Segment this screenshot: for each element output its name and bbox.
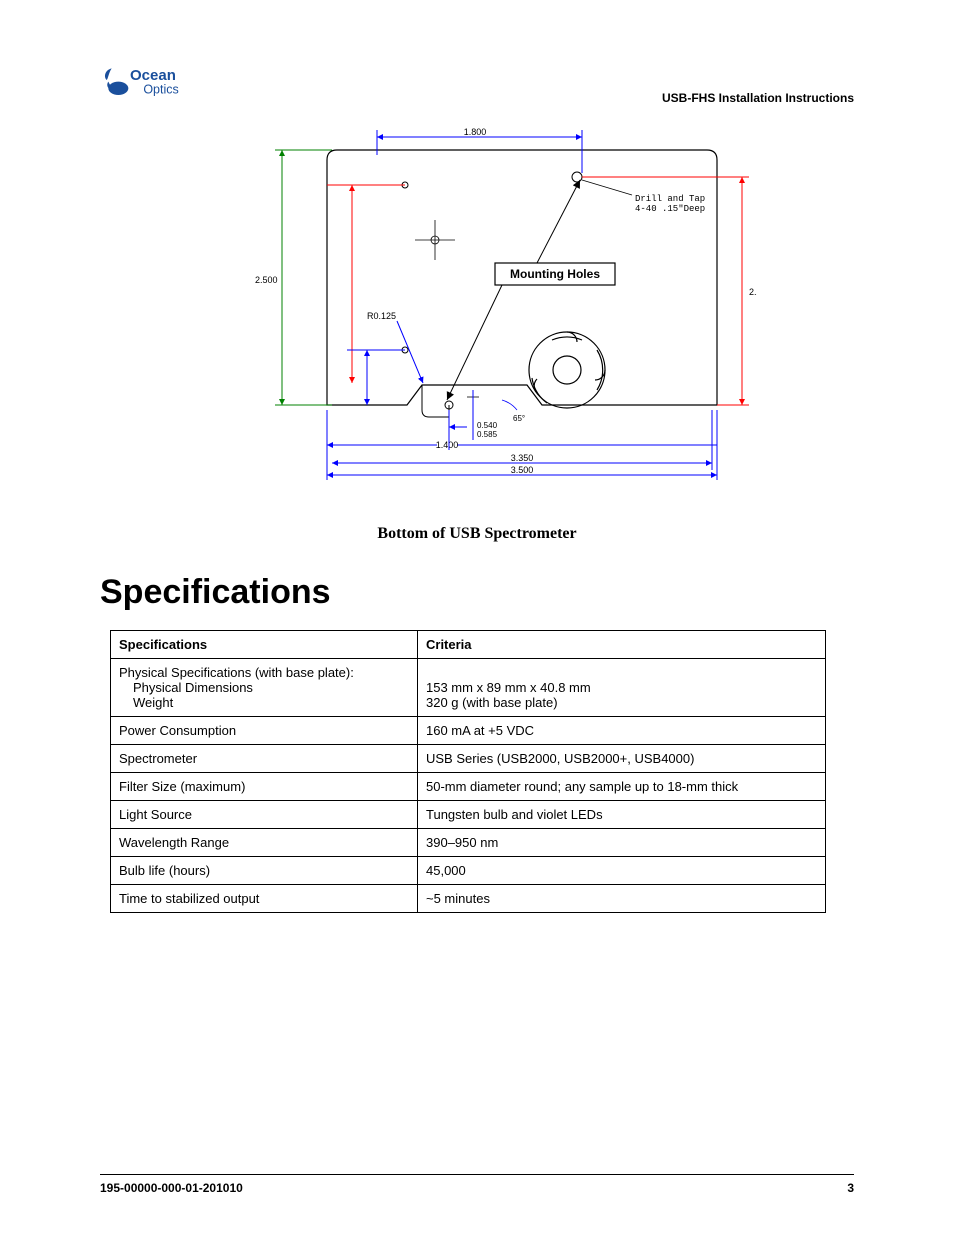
dim-left — [275, 150, 332, 405]
mounting-holes-label: Mounting Holes — [447, 180, 632, 400]
dim-b1-label: 1.400 — [436, 440, 459, 450]
svg-text:0.585: 0.585 — [477, 430, 498, 439]
dim-radius — [397, 321, 423, 383]
cell-text: 160 mA at +5 VDC — [418, 717, 826, 745]
table-row: Wavelength Range 390–950 nm — [111, 829, 826, 857]
svg-text:65°: 65° — [513, 414, 525, 423]
cell-text: Spectrometer — [111, 745, 418, 773]
cell-text: 50-mm diameter round; any sample up to 1… — [418, 773, 826, 801]
svg-text:Mounting Holes: Mounting Holes — [510, 267, 600, 281]
table-row: Bulb life (hours) 45,000 — [111, 857, 826, 885]
cell-text: Physical Specifications (with base plate… — [119, 665, 354, 680]
page-header: Ocean Optics USB-FHS Installation Instru… — [100, 60, 854, 105]
table-row: Power Consumption 160 mA at +5 VDC — [111, 717, 826, 745]
cell-text: Time to stabilized output — [111, 885, 418, 913]
document-title: USB-FHS Installation Instructions — [662, 91, 854, 105]
cell-text: Physical Dimensions — [119, 680, 409, 695]
table-header-row: Specifications Criteria — [111, 631, 826, 659]
cell-text: 390–950 nm — [418, 829, 826, 857]
table-row: Spectrometer USB Series (USB2000, USB200… — [111, 745, 826, 773]
dim-left-label: 2.500 — [255, 275, 278, 285]
cell-text: ~5 minutes — [418, 885, 826, 913]
fixture-icon — [529, 332, 605, 408]
page-footer: 195-00000-000-01-201010 3 — [100, 1174, 854, 1195]
table-row: Time to stabilized output ~5 minutes — [111, 885, 826, 913]
cell-text: Power Consumption — [111, 717, 418, 745]
dim-radius-label: R0.125 — [367, 311, 396, 321]
svg-text:0.540: 0.540 — [477, 421, 498, 430]
cell-text: 45,000 — [418, 857, 826, 885]
cell-text: Wavelength Range — [111, 829, 418, 857]
cell-text: 153 mm x 89 mm x 40.8 mm — [426, 680, 591, 695]
cell-text: Tungsten bulb and violet LEDs — [418, 801, 826, 829]
diagram-caption: Bottom of USB Spectrometer — [100, 525, 854, 543]
table-header-spec: Specifications — [111, 631, 418, 659]
footer-pagenum: 3 — [847, 1181, 854, 1195]
table-row: Light Source Tungsten bulb and violet LE… — [111, 801, 826, 829]
table-header-crit: Criteria — [418, 631, 826, 659]
svg-text:3.500: 3.500 — [511, 465, 534, 475]
table-row: Filter Size (maximum) 50-mm diameter rou… — [111, 773, 826, 801]
note-line2: 4-40 .15"Deep — [635, 204, 705, 214]
diagram-container: 1.800 2.500 2.280 — [100, 125, 854, 515]
cell-text: Bulb life (hours) — [111, 857, 418, 885]
page: Ocean Optics USB-FHS Installation Instru… — [0, 0, 954, 1235]
cell-text: USB Series (USB2000, USB2000+, USB4000) — [418, 745, 826, 773]
cell-text: Filter Size (maximum) — [111, 773, 418, 801]
cell-text: 320 g (with base plate) — [426, 695, 558, 710]
engineering-diagram: 1.800 2.500 2.280 — [197, 125, 757, 515]
table-row: Physical Specifications (with base plate… — [111, 659, 826, 717]
cell-text: Weight — [119, 695, 409, 710]
logo-text-bottom: Optics — [143, 82, 178, 96]
cell-text: Light Source — [111, 801, 418, 829]
dim-top-label: 1.800 — [464, 127, 487, 137]
hole-icon — [572, 172, 582, 182]
specifications-heading: Specifications — [100, 573, 854, 612]
footer-docnum: 195-00000-000-01-201010 — [100, 1181, 243, 1195]
svg-text:3.350: 3.350 — [511, 453, 534, 463]
note-line1: Drill and Tap — [635, 194, 705, 204]
ocean-optics-logo: Ocean Optics — [100, 60, 200, 105]
crosshair-icon — [415, 220, 455, 260]
logo-text-top: Ocean — [130, 67, 176, 84]
specifications-table: Specifications Criteria Physical Specifi… — [110, 630, 826, 913]
dim-right-label: 2.280 — [749, 287, 757, 297]
